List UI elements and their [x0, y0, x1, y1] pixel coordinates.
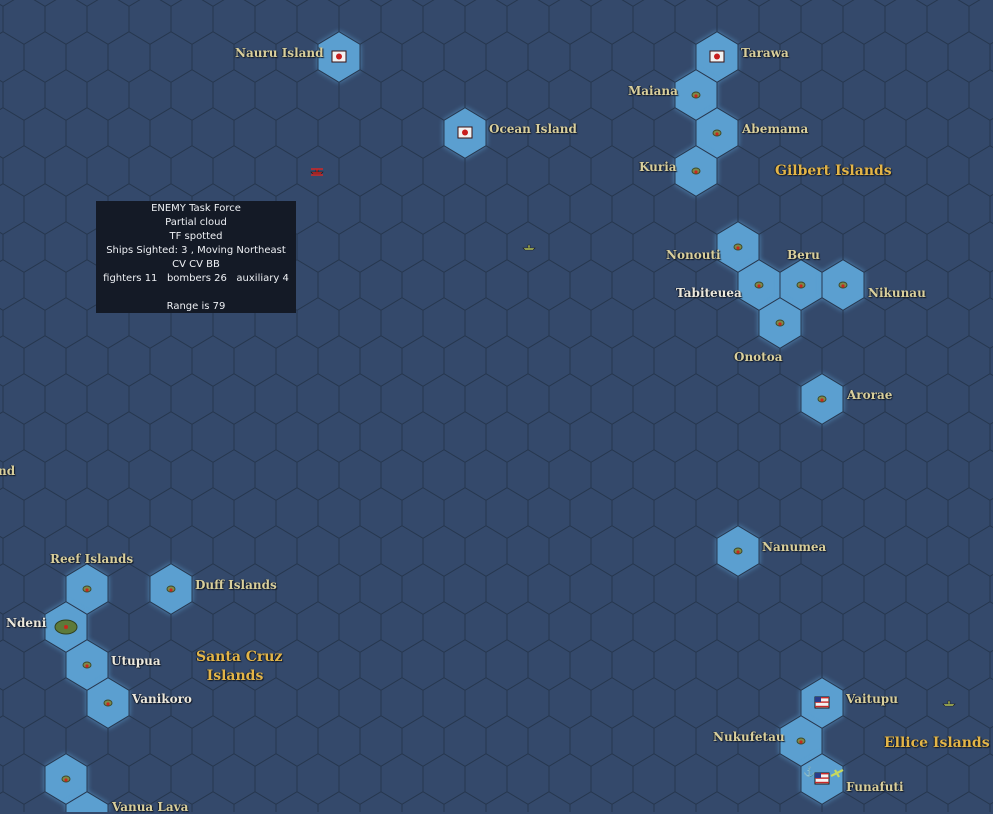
label-nukufetau[interactable]: Nukufetau	[713, 730, 785, 744]
us-flag-stripe	[815, 701, 829, 703]
tooltip-line: ENEMY Task Force	[151, 203, 241, 214]
us-flag-stripe	[815, 773, 829, 775]
label-maiana[interactable]: Maiana	[628, 84, 678, 98]
base-dot-icon	[64, 625, 68, 629]
label-onotoa[interactable]: Onotoa	[734, 350, 783, 364]
japanese-flag-sun	[714, 53, 720, 60]
label-nanumea[interactable]: Nanumea	[762, 540, 827, 554]
label-nonouti[interactable]: Nonouti	[666, 248, 721, 262]
tooltip-line: Partial cloud	[165, 217, 227, 228]
label-vaitupu[interactable]: Vaitupu	[846, 692, 898, 706]
map-features: ⚓	[54, 50, 956, 785]
us-flag-canton	[815, 697, 821, 702]
enemy-ship-stack-lines	[311, 168, 323, 176]
task-force-tooltip: ENEMY Task Force Partial cloud TF spotte…	[96, 201, 296, 313]
region-gilbert-islands: Gilbert Islands	[775, 163, 892, 179]
base-dot-icon	[106, 702, 110, 706]
base-dot-icon	[778, 322, 782, 326]
base-dot-icon	[841, 284, 845, 288]
us-flag-stripe	[815, 697, 829, 699]
airfield-icon	[830, 769, 844, 778]
japanese-flag-sun	[336, 53, 342, 60]
base-dot-icon	[64, 778, 68, 782]
region-santa-cruz-line1: Santa Cruz	[196, 649, 283, 665]
base-dot-icon	[757, 284, 761, 288]
us-flag-stripe	[815, 781, 829, 784]
label-beru[interactable]: Beru	[787, 248, 820, 262]
label-kuria[interactable]: Kuria	[639, 160, 677, 174]
label-tarawa[interactable]: Tarawa	[741, 46, 789, 60]
label-partial-left: nd	[0, 464, 16, 478]
friendly-task-force-ship-icon	[522, 244, 536, 251]
label-nauru-island[interactable]: Nauru Island	[235, 46, 324, 60]
base-dot-icon	[820, 398, 824, 402]
tooltip-line: TF spotted	[169, 231, 223, 242]
label-ndeni[interactable]: Ndeni	[6, 616, 47, 630]
base-dot-icon	[694, 170, 698, 174]
label-tabiteuea[interactable]: Tabiteuea	[676, 286, 742, 300]
base-dot-icon	[85, 664, 89, 668]
anchor-icon: ⚓	[803, 765, 815, 778]
base-dot-icon	[736, 246, 740, 250]
tooltip-line: Range is 79	[166, 301, 226, 312]
tooltip-line: Ships Sighted: 3 , Moving Northeast	[106, 245, 286, 256]
label-abemama[interactable]: Abemama	[742, 122, 809, 136]
base-dot-icon	[736, 550, 740, 554]
us-flag-stripe	[815, 777, 829, 779]
base-dot-icon	[169, 588, 173, 592]
tooltip-line: CV CV BB	[172, 259, 220, 270]
label-ocean-island[interactable]: Ocean Island	[489, 122, 577, 136]
label-funafuti[interactable]: Funafuti	[846, 780, 904, 794]
base-dot-icon	[694, 94, 698, 98]
friendly-task-force-ship-icon	[942, 700, 956, 707]
us-flag-canton	[815, 773, 821, 778]
region-ellice-islands: Ellice Islands	[884, 735, 990, 751]
us-flag-stripe	[815, 705, 829, 708]
label-nikunau[interactable]: Nikunau	[868, 286, 926, 300]
label-duff-islands[interactable]: Duff Islands	[195, 578, 277, 592]
base-dot-icon	[799, 284, 803, 288]
label-vanikoro[interactable]: Vanikoro	[132, 692, 192, 706]
base-dot-icon	[799, 740, 803, 744]
tooltip-line	[96, 286, 296, 300]
label-vanua-lava[interactable]: Vanua Lava	[112, 800, 189, 814]
tooltip-line: fighters 11 bombers 26 auxiliary 4	[103, 273, 289, 284]
base-dot-icon	[85, 588, 89, 592]
japanese-flag-sun	[462, 129, 468, 136]
label-reef-islands[interactable]: Reef Islands	[50, 552, 134, 566]
base-dot-icon	[715, 132, 719, 136]
label-arorae[interactable]: Arorae	[847, 388, 893, 402]
region-santa-cruz-line2: Islands	[206, 668, 264, 684]
label-utupua[interactable]: Utupua	[111, 654, 161, 668]
